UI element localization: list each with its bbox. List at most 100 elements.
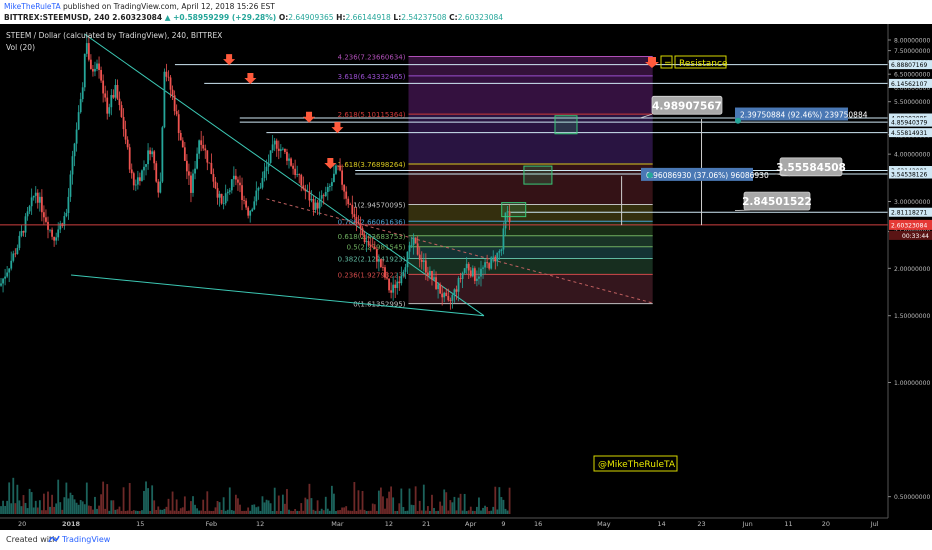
- target-box[interactable]: [501, 202, 527, 218]
- candle-body: [400, 275, 403, 284]
- volume-bar: [296, 510, 299, 514]
- candle-body: [122, 116, 125, 130]
- volume-bar: [465, 510, 468, 514]
- volume-bar: [380, 487, 382, 514]
- candle-body: [110, 95, 113, 108]
- volume-bar: [122, 487, 125, 514]
- resistance-price-tag: [889, 60, 932, 70]
- y-tick-label: 1.50000000: [894, 313, 930, 320]
- volume-bar: [126, 510, 129, 514]
- candle-body: [418, 254, 421, 260]
- volume-bar: [384, 508, 386, 514]
- volume-bar: [104, 508, 107, 514]
- x-tick-label: Jul: [870, 520, 879, 528]
- volume-bar: [206, 491, 209, 514]
- y-tick-label: 2.00000000: [894, 266, 930, 273]
- measure-handle[interactable]: [735, 117, 741, 124]
- chart-title: STEEM / Dollar (calculated by TradingVie…: [6, 31, 222, 40]
- current-price-label: 2.60323084: [891, 222, 927, 229]
- candle-body: [300, 174, 303, 186]
- candle-body: [386, 277, 388, 279]
- target-box[interactable]: [554, 115, 578, 135]
- volume-bar: [353, 482, 356, 514]
- candle-body: [59, 223, 62, 230]
- volume-bar: [437, 510, 439, 514]
- candle-body: [486, 262, 489, 264]
- candle-body: [134, 184, 137, 186]
- candle-body: [496, 252, 499, 262]
- volume-bar: [439, 501, 442, 514]
- x-tick-label: 20: [18, 520, 26, 528]
- dashed-trendline[interactable]: [266, 198, 653, 304]
- target-box[interactable]: [523, 165, 553, 185]
- volume-bar: [139, 511, 141, 514]
- volume-bar: [390, 486, 393, 514]
- candle-body: [224, 193, 227, 204]
- measure-badge-1[interactable]: [735, 107, 848, 121]
- volume-bar: [147, 488, 149, 514]
- candle-body: [143, 166, 145, 171]
- candle-body: [286, 151, 288, 161]
- volume-bar: [277, 495, 280, 514]
- candle-body: [116, 85, 119, 99]
- volume-bar: [85, 482, 88, 514]
- measure-handle[interactable]: [647, 172, 653, 179]
- volume-bar: [386, 498, 388, 514]
- candle-body: [194, 168, 196, 174]
- candle-body: [71, 156, 74, 175]
- volume-bar: [79, 500, 82, 514]
- candle-body: [265, 166, 268, 172]
- candle-body: [271, 144, 274, 151]
- x-tick-label: Apr: [465, 520, 477, 528]
- candle-body: [416, 243, 419, 255]
- fib-label-4.236: 4.236(7.23660634): [338, 54, 406, 62]
- volume-bar: [73, 499, 76, 514]
- volume-bar: [116, 509, 119, 514]
- fib-label-0: 0(1.61352995): [353, 301, 405, 309]
- callout-pointer: [774, 173, 791, 177]
- candle-body: [222, 203, 225, 205]
- volume-bar: [177, 510, 180, 514]
- volume-bar: [508, 487, 511, 514]
- volume-bar: [281, 494, 284, 514]
- volume-bar: [263, 502, 266, 514]
- chart-area[interactable]: 4.236(7.23660634) 3.618(6.43332465) 2.618(…: [0, 24, 932, 530]
- volume-bar: [100, 494, 102, 514]
- candle-body: [245, 200, 248, 208]
- volume-bar: [467, 510, 470, 514]
- volume-bar: [239, 504, 241, 514]
- countdown-label: 00:33:44: [902, 233, 929, 240]
- resistance-arrow-icon: [303, 111, 316, 123]
- candle-body: [47, 221, 49, 230]
- descending-trendline[interactable]: [84, 33, 485, 317]
- candle-body: [167, 76, 170, 78]
- candle-body: [269, 150, 272, 163]
- tradingview-brand[interactable]: TradingView: [62, 535, 111, 544]
- volume-bar: [61, 509, 64, 514]
- fib-label-1: 1(2.94570095): [353, 202, 405, 210]
- target-callout[interactable]: [651, 95, 723, 115]
- volume-bar: [476, 506, 478, 514]
- volume-bar: [473, 510, 476, 514]
- target-callout[interactable]: [779, 157, 843, 177]
- candle-body: [429, 270, 431, 276]
- candle-body: [373, 247, 376, 250]
- candle-body: [32, 195, 35, 198]
- lower-trendline[interactable]: [70, 274, 485, 317]
- volume-bar: [341, 507, 344, 514]
- volume-bar: [210, 510, 213, 514]
- target-callout[interactable]: [743, 191, 811, 211]
- chart-svg[interactable]: 4.236(7.23660634) 3.618(6.43332465) 2.618(…: [0, 24, 932, 530]
- candle-body: [308, 191, 311, 201]
- volume-bar: [257, 506, 260, 514]
- candle-body: [149, 150, 152, 155]
- volume-bar: [431, 494, 433, 514]
- volume-bar: [267, 500, 270, 514]
- volume-bar: [449, 500, 452, 514]
- measure-badge-2[interactable]: [641, 167, 753, 181]
- volume-bar: [124, 510, 127, 514]
- volume-bar: [57, 479, 60, 514]
- candle-body: [410, 244, 413, 246]
- author-link[interactable]: MikeTheRuleTA: [4, 2, 61, 11]
- candle-body: [494, 256, 497, 262]
